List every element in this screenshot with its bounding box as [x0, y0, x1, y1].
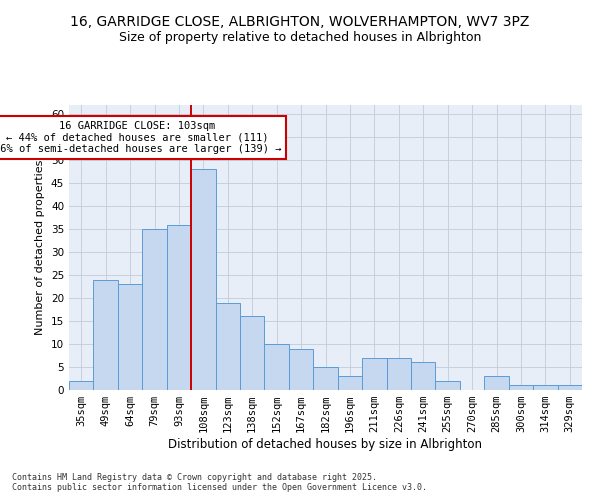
- Text: Size of property relative to detached houses in Albrighton: Size of property relative to detached ho…: [119, 31, 481, 44]
- Text: Contains HM Land Registry data © Crown copyright and database right 2025.
Contai: Contains HM Land Registry data © Crown c…: [12, 472, 427, 492]
- Bar: [484, 376, 509, 390]
- Bar: [69, 381, 94, 390]
- X-axis label: Distribution of detached houses by size in Albrighton: Distribution of detached houses by size …: [169, 438, 482, 451]
- Bar: [240, 316, 265, 390]
- Bar: [338, 376, 362, 390]
- Bar: [94, 280, 118, 390]
- Bar: [362, 358, 386, 390]
- Bar: [191, 170, 215, 390]
- Bar: [411, 362, 436, 390]
- Bar: [142, 229, 167, 390]
- Text: 16 GARRIDGE CLOSE: 103sqm
← 44% of detached houses are smaller (111)
56% of semi: 16 GARRIDGE CLOSE: 103sqm ← 44% of detac…: [0, 121, 281, 154]
- Bar: [509, 386, 533, 390]
- Bar: [215, 302, 240, 390]
- Bar: [313, 367, 338, 390]
- Bar: [167, 224, 191, 390]
- Bar: [436, 381, 460, 390]
- Bar: [289, 348, 313, 390]
- Bar: [533, 386, 557, 390]
- Bar: [557, 386, 582, 390]
- Text: 16, GARRIDGE CLOSE, ALBRIGHTON, WOLVERHAMPTON, WV7 3PZ: 16, GARRIDGE CLOSE, ALBRIGHTON, WOLVERHA…: [70, 16, 530, 30]
- Y-axis label: Number of detached properties: Number of detached properties: [35, 160, 46, 335]
- Bar: [386, 358, 411, 390]
- Bar: [265, 344, 289, 390]
- Bar: [118, 284, 142, 390]
